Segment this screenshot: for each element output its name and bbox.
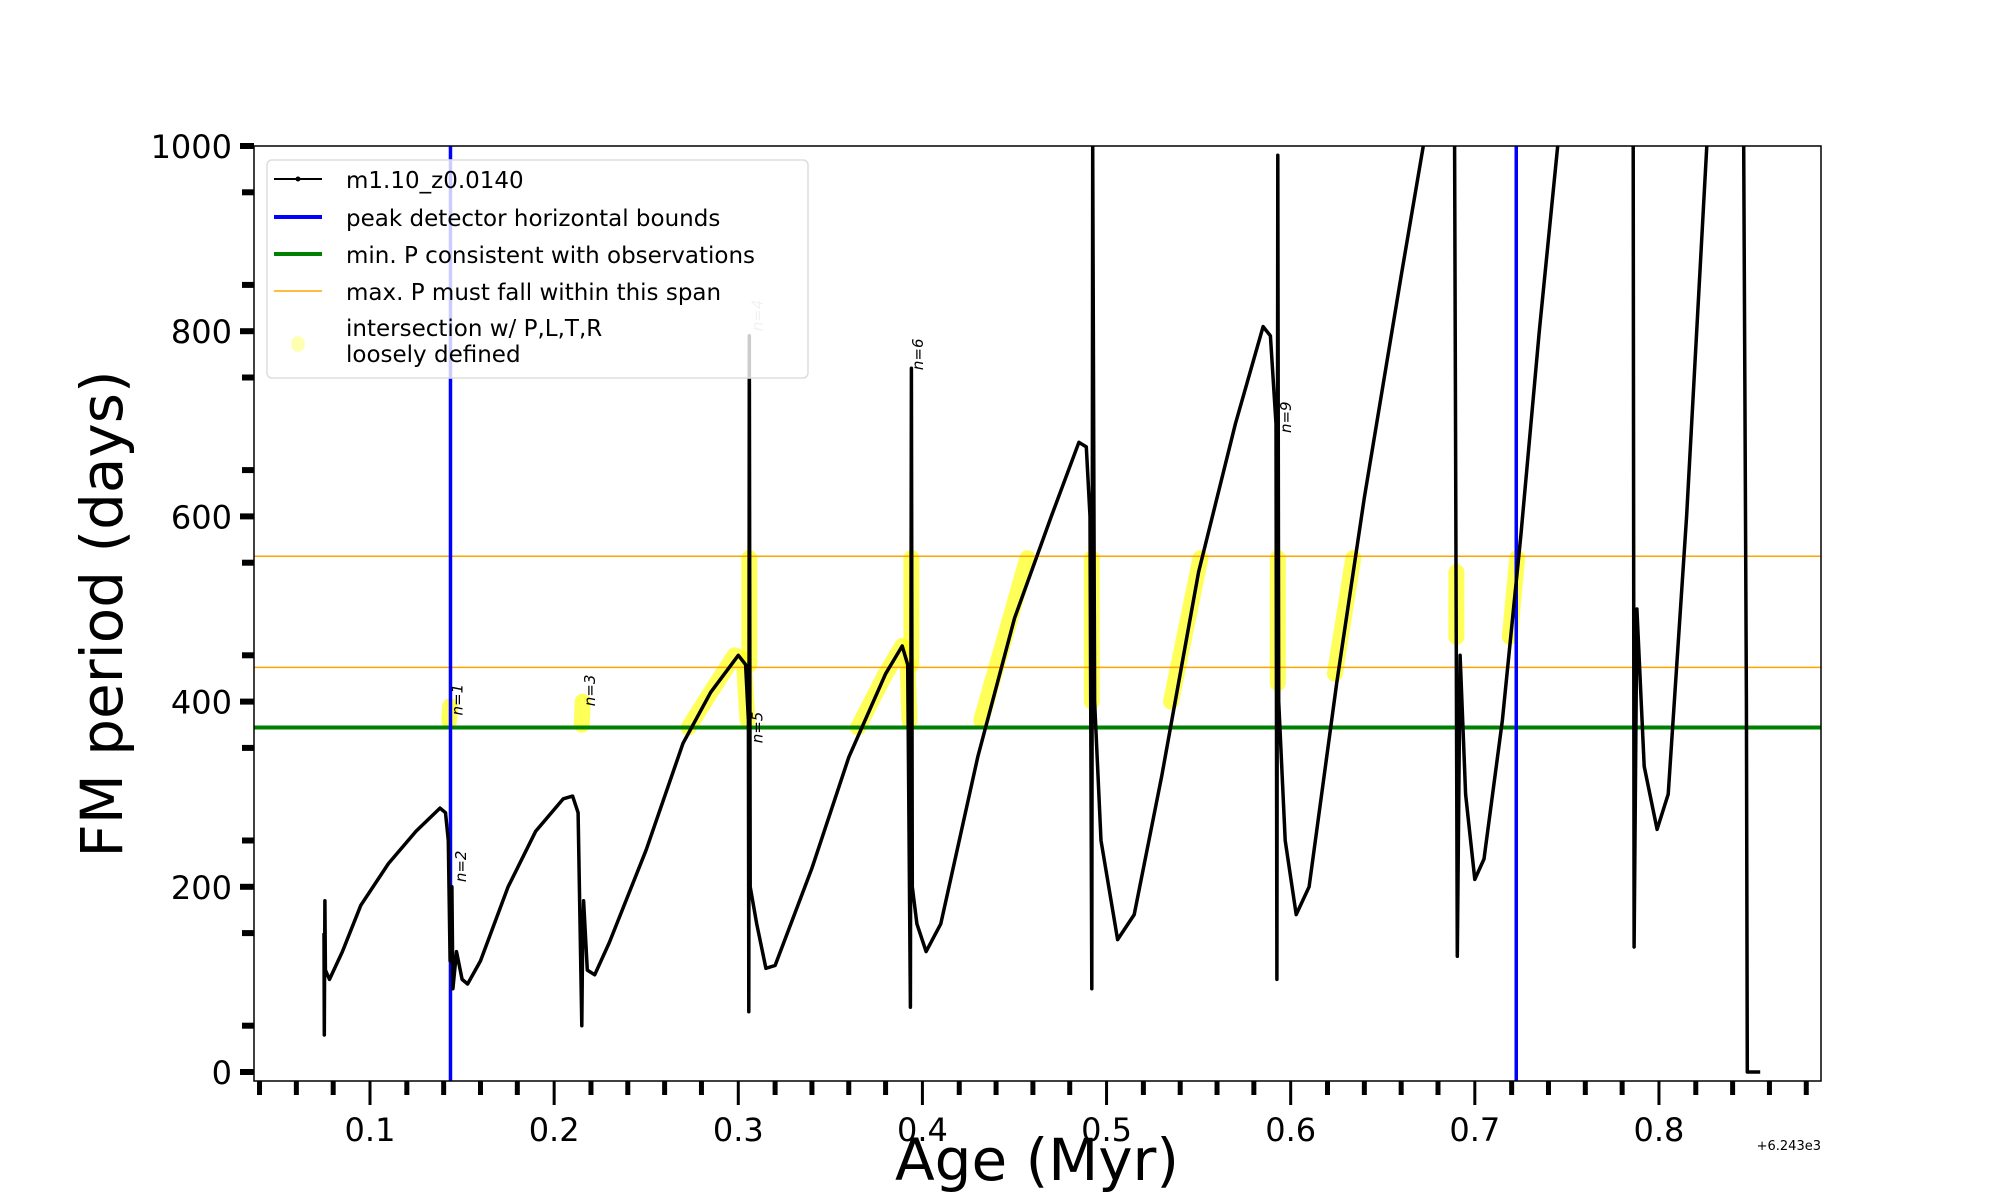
model-curve-segment-2: [1631, 146, 1709, 949]
legend-label-orange: max. P must fall within this span: [346, 280, 721, 306]
legend-swatch-model-marker: [295, 176, 301, 182]
x-tick-label: 0.4: [897, 1111, 948, 1149]
legend-label-blue: peak detector horizontal bounds: [346, 206, 720, 232]
legend-label-model: m1.10_z0.0140: [346, 168, 524, 194]
y-tick-label: 600: [171, 498, 232, 536]
legend-box: [266, 159, 809, 379]
y-tick-label: 800: [171, 313, 232, 351]
legend-label-green: min. P consistent with observations: [346, 243, 755, 269]
x-tick-label: 0.5: [1081, 1111, 1132, 1149]
intersection-highlight-1: [573, 693, 591, 733]
intersection-highlight-10: [1326, 550, 1362, 682]
x-tick-label: 0.6: [1265, 1111, 1316, 1149]
x-tick-label: 0.3: [713, 1111, 764, 1149]
y-tick-label: 400: [171, 684, 232, 722]
annotation-n=1: n=1: [449, 684, 467, 716]
legend-label-yellow: intersection w/ P,L,T,R: [346, 316, 602, 342]
legend-swatch-yellow: [291, 336, 305, 352]
x-axis-label: Age (Myr): [895, 1126, 1179, 1194]
x-axis: 0.1 0.2 0.3 0.4 0.5 0.6 0.7 0.8: [257, 1081, 1809, 1149]
model-curve-segment-3: [1741, 146, 1761, 1074]
y-tick-label: 0: [212, 1054, 232, 1092]
series: [322, 146, 1761, 1074]
x-offset-label: +6.243e3: [1757, 1139, 1821, 1154]
x-tick-label: 0.2: [529, 1111, 580, 1149]
model-curve-segment-0: [322, 146, 1426, 1037]
intersection-highlight-6: [973, 550, 1036, 729]
annotation-n=6: n=6: [909, 338, 927, 370]
x-tick-label: 0.1: [345, 1111, 396, 1149]
legend-label-yellow-line2: loosely defined: [346, 342, 521, 368]
y-tick-label: 200: [171, 869, 232, 907]
plot-content: [254, 146, 1821, 1081]
annotation-n=5: n=5: [749, 712, 767, 744]
annotation-n=9: n=9: [1277, 401, 1295, 433]
y-axis: 0 200 400 600 800 1000: [151, 128, 254, 1092]
plot-frame: [253, 145, 1822, 1082]
y-tick-label: 1000: [151, 128, 232, 166]
y-axis-label: FM period (days): [68, 370, 136, 857]
legend: m1.10_z0.0140 peak detector horizontal b…: [266, 159, 809, 379]
annotation-n=2: n=2: [452, 851, 470, 883]
annotation-n=3: n=3: [581, 675, 599, 707]
x-tick-label: 0.7: [1449, 1111, 1500, 1149]
x-tick-label: 0.8: [1634, 1111, 1685, 1149]
model-curve-segment-1: [1452, 146, 1560, 959]
